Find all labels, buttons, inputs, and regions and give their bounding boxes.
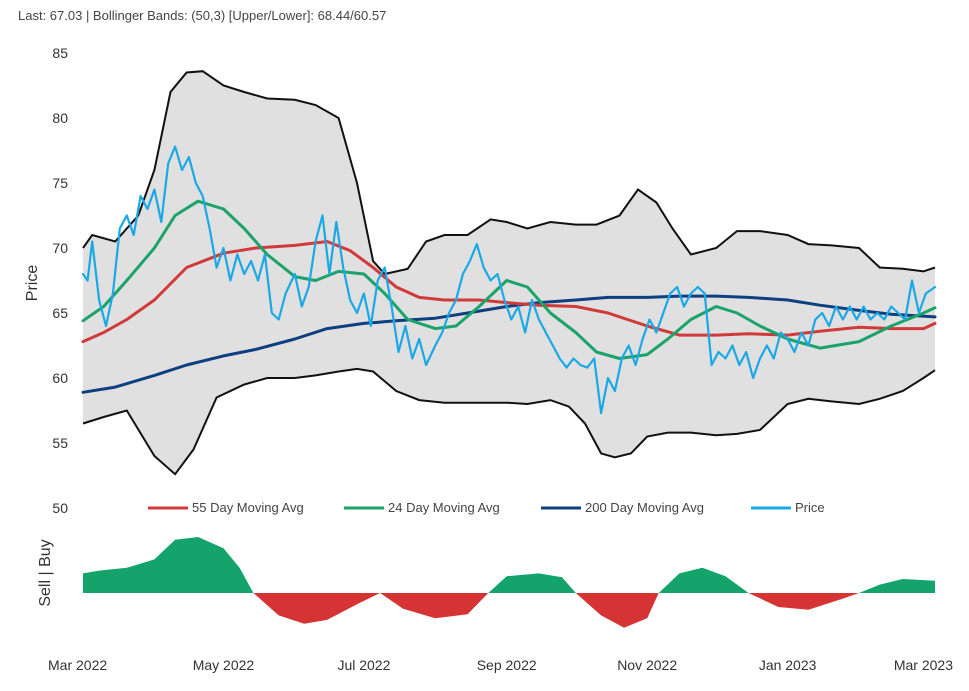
y-tick-label: 75 <box>52 175 68 191</box>
x-tick-label: Nov 2022 <box>617 657 677 673</box>
x-tick-label: Mar 2023 <box>894 657 953 673</box>
x-tick-label: Jan 2023 <box>759 657 817 673</box>
chart-header: Last: 67.03 | Bollinger Bands: (50,3) [U… <box>18 8 387 23</box>
legend-item-ma200[interactable]: 200 Day Moving Avg <box>541 500 704 515</box>
ma55-line <box>81 240 937 344</box>
y-axis: 50 55 60 65 70 75 80 85 Price <box>24 45 68 516</box>
x-tick-label: Sep 2022 <box>477 657 537 673</box>
legend-item-ma24[interactable]: 24 Day Moving Avg <box>344 500 500 515</box>
y-tick-label: 70 <box>52 240 68 256</box>
legend-label: 55 Day Moving Avg <box>192 500 304 515</box>
bollinger-band-fill <box>83 71 935 475</box>
legend-label: 200 Day Moving Avg <box>585 500 704 515</box>
sell-buy-signal-chart: Sell | Buy <box>37 537 935 628</box>
signal-axis-title: Sell | Buy <box>37 539 54 606</box>
x-tick-label: Mar 2022 <box>48 657 107 673</box>
x-axis: Mar 2022 May 2022 Jul 2022 Sep 2022 Nov 2022… <box>48 657 953 673</box>
y-tick-label: 85 <box>52 45 68 61</box>
sell-area <box>83 593 935 628</box>
bollinger-upper-line <box>82 70 936 276</box>
buy-area <box>83 537 935 593</box>
y-tick-label: 80 <box>52 110 68 126</box>
legend[interactable]: 55 Day Moving Avg 24 Day Moving Avg 200 Da… <box>148 500 825 515</box>
series-layer <box>81 145 937 415</box>
ma24-line <box>81 199 937 360</box>
y-tick-label: 65 <box>52 305 68 321</box>
y-axis-title: Price <box>24 265 41 302</box>
x-tick-label: Jul 2022 <box>337 657 390 673</box>
bollinger-band-layer <box>82 70 936 476</box>
legend-label: 24 Day Moving Avg <box>388 500 500 515</box>
x-tick-label: May 2022 <box>193 657 255 673</box>
y-tick-label: 60 <box>52 370 68 386</box>
legend-item-ma55[interactable]: 55 Day Moving Avg <box>148 500 304 515</box>
y-tick-label: 55 <box>52 435 68 451</box>
y-tick-label: 50 <box>52 500 68 516</box>
legend-label: Price <box>795 500 825 515</box>
price-line <box>81 145 937 415</box>
legend-item-price[interactable]: Price <box>751 500 825 515</box>
bollinger-lower-line <box>82 367 936 476</box>
